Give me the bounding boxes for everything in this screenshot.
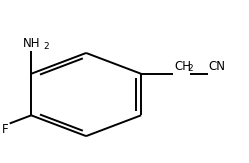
Text: CN: CN	[208, 60, 225, 73]
Text: CH: CH	[174, 60, 191, 73]
Text: F: F	[2, 123, 8, 136]
Text: 2: 2	[43, 42, 49, 51]
Text: NH: NH	[22, 37, 40, 50]
Text: 2: 2	[187, 64, 193, 73]
